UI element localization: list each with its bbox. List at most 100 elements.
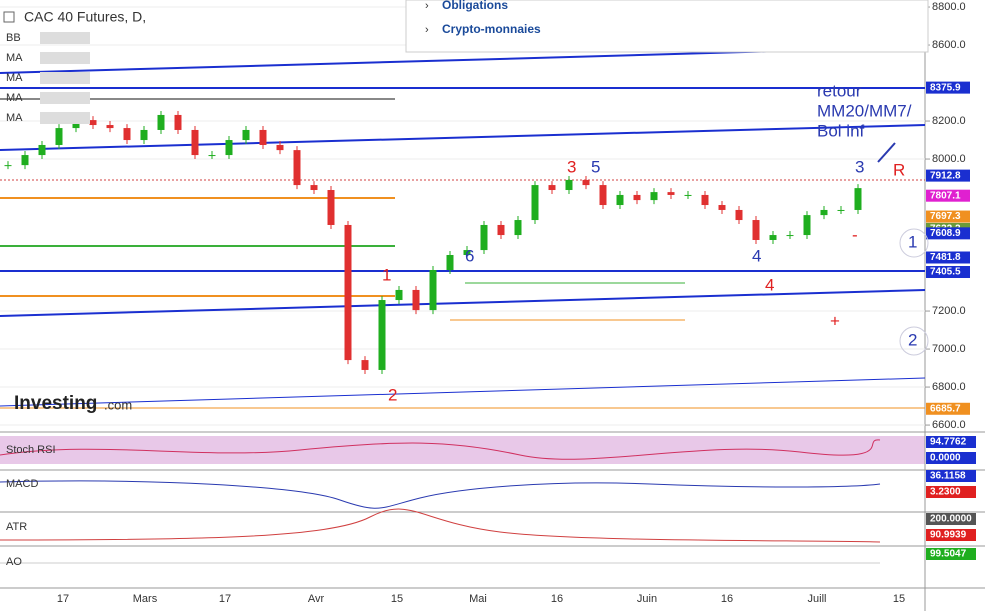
candle <box>191 129 199 156</box>
y-tick-label: 8600.0 <box>932 39 966 51</box>
indicator-label: AO <box>6 556 22 568</box>
chart-title: CAC 40 Futures, D, <box>24 9 146 25</box>
candle <box>446 254 454 271</box>
x-tick-label: Mai <box>469 593 487 605</box>
price-tag <box>926 81 970 94</box>
indicator-label: Stoch RSI <box>6 444 56 456</box>
candle <box>123 128 131 141</box>
candle <box>480 224 488 251</box>
candle <box>106 125 114 129</box>
indicator-tag <box>926 486 976 498</box>
candle <box>310 185 318 191</box>
candle <box>565 179 573 191</box>
x-tick-label: 15 <box>893 593 905 605</box>
candle <box>701 194 709 206</box>
candle <box>242 129 250 141</box>
indicator-tag <box>926 452 976 464</box>
wave-number: 6 <box>465 246 474 265</box>
wave-number: 1 <box>382 265 391 284</box>
candle <box>599 185 607 206</box>
wave-number: 3 <box>855 157 864 176</box>
candle <box>225 140 233 156</box>
indicator-tag-label: 36.1158 <box>930 471 966 482</box>
price-tag-label: 7481.8 <box>930 252 961 263</box>
x-tick-label: 17 <box>57 593 69 605</box>
indicator-label: ATR <box>6 521 27 533</box>
macd-line <box>0 480 881 509</box>
atr-line <box>0 508 881 543</box>
stoch-line <box>0 439 881 460</box>
y-tick-label: 7200.0 <box>932 305 966 317</box>
label-r: R <box>893 160 905 179</box>
candle <box>361 360 369 370</box>
candle <box>395 289 403 301</box>
candle <box>429 270 437 311</box>
candle <box>735 209 743 221</box>
price-tag <box>926 210 970 223</box>
indicator-label: MACD <box>6 478 38 490</box>
price-tag-label: 7697.3 <box>930 211 961 222</box>
candle <box>89 120 97 126</box>
price-tag <box>926 169 970 182</box>
candle <box>140 129 148 141</box>
price-tag-label: 6685.7 <box>930 403 961 414</box>
candle <box>548 185 556 191</box>
indicator-tag-label: 94.7762 <box>930 437 967 448</box>
annotations: retour MM20/MM7/ Bol inf R 1 2 3 4 5 6 4… <box>382 81 929 404</box>
candle <box>616 194 624 206</box>
price-tag <box>926 189 970 202</box>
price-tag <box>926 251 970 264</box>
menu-arrow: › <box>425 24 429 36</box>
candle <box>55 128 63 145</box>
candle <box>327 190 335 225</box>
candle <box>21 155 29 166</box>
candle <box>378 300 386 370</box>
candle <box>38 144 46 156</box>
price-tag <box>926 227 970 240</box>
menu-item[interactable]: Crypto-monnaies <box>442 22 541 36</box>
candle <box>667 192 675 195</box>
x-tick-label: 16 <box>721 593 733 605</box>
study-label: MA <box>6 52 23 64</box>
wave-number: 2 <box>388 385 397 404</box>
candle <box>837 209 845 211</box>
indicator-tag <box>926 513 976 525</box>
menu-item[interactable]: Obligations <box>442 0 508 12</box>
indicator-tag <box>926 470 976 482</box>
candle <box>293 150 301 186</box>
candle <box>4 165 12 167</box>
note: retour <box>817 81 862 100</box>
logo-suffix: .com <box>104 397 132 412</box>
indicator-tag <box>926 529 976 541</box>
y-tick-label: 8800.0 <box>932 1 966 13</box>
collapse-box[interactable] <box>3 11 15 23</box>
y-tick-label: 7000.0 <box>932 343 966 355</box>
study-controls <box>40 72 90 84</box>
study-label: BB <box>6 32 21 44</box>
menu <box>405 0 929 53</box>
candle <box>633 194 641 201</box>
wave-number: 3 <box>567 157 576 176</box>
candle <box>803 215 811 236</box>
y-tick-label: 6600.0 <box>932 419 966 431</box>
price-tag-label: 8375.9 <box>930 82 961 93</box>
note: MM20/MM7/ <box>817 101 912 120</box>
indicator-tag-label: 200.0000 <box>930 514 972 525</box>
indicator-tag-label: 0.0000 <box>930 453 961 464</box>
candle <box>514 220 522 236</box>
price-tag-label: 7405.5 <box>930 267 961 278</box>
y-tick-label: 8200.0 <box>932 115 966 127</box>
indicator-tag <box>926 436 976 448</box>
price-tag <box>926 266 970 279</box>
study-label: MA <box>6 72 23 84</box>
wave-number: 5 <box>591 157 600 176</box>
study-controls <box>40 92 90 104</box>
circled-number: 1 <box>908 232 917 251</box>
y-tick-label: 6800.0 <box>932 381 966 393</box>
candle <box>786 235 794 237</box>
x-tick-label: 17 <box>219 593 231 605</box>
x-tick-label: 16 <box>551 593 563 605</box>
